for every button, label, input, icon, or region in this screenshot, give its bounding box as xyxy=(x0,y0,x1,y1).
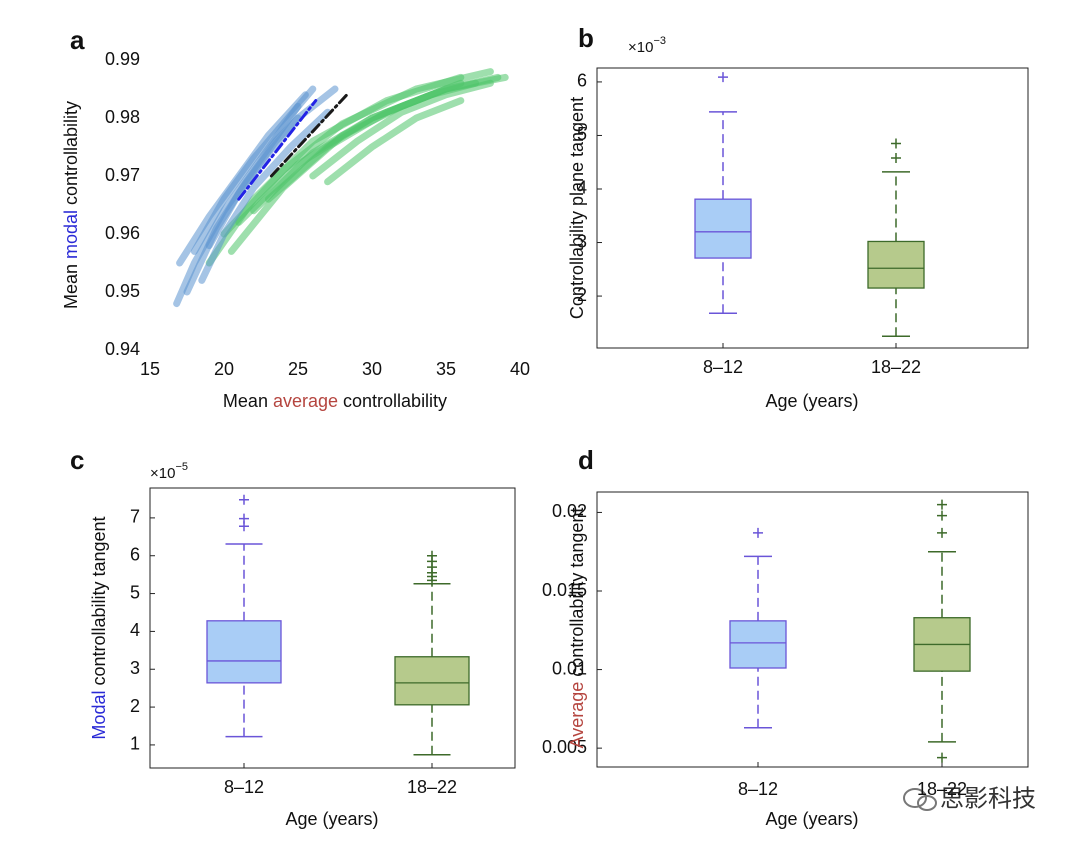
trajectory xyxy=(324,97,465,186)
x-axis-label: Age (years) xyxy=(285,809,378,829)
label-part: controllability xyxy=(89,581,109,685)
label-part: Controllability plane tangent xyxy=(567,97,587,319)
label-part: modal xyxy=(61,210,81,259)
axis-multiplier: ×10−5 xyxy=(150,461,188,482)
x-tick-label: 15 xyxy=(140,359,160,379)
box xyxy=(694,198,752,259)
label-part: Average xyxy=(567,682,587,749)
y-tick-label: 0.01 xyxy=(552,658,587,678)
box xyxy=(206,620,282,684)
x-tick-label: 35 xyxy=(436,359,456,379)
y-tick-label: 5 xyxy=(130,582,140,602)
y-tick-label: 4 xyxy=(130,620,140,640)
x-axis-label: Mean average controllability xyxy=(223,391,447,411)
outlier xyxy=(891,152,901,163)
multiplier-base: ×10 xyxy=(150,465,175,482)
y-tick-label: 0.005 xyxy=(542,737,587,757)
trend-line xyxy=(269,93,349,178)
y-axis-label: Controllability plane tangent xyxy=(567,97,587,319)
outlier xyxy=(937,527,947,538)
label-part: Mean xyxy=(223,391,268,411)
label-part: controllability xyxy=(61,101,81,205)
outlier xyxy=(427,550,437,561)
x-tick-label: 40 xyxy=(510,359,530,379)
outlier xyxy=(937,510,947,521)
x-tick-label: 25 xyxy=(288,359,308,379)
outlier xyxy=(718,72,728,83)
y-tick-label: 4 xyxy=(577,178,587,198)
box xyxy=(729,620,787,669)
outlier xyxy=(937,499,947,510)
multiplier-base: ×10 xyxy=(628,39,653,56)
y-tick-label: 0.96 xyxy=(105,223,140,243)
watermark: 思影科技 xyxy=(940,785,1036,812)
y-tick-label: 1 xyxy=(130,734,140,754)
label-part: Age (years) xyxy=(765,809,858,829)
x-tick-label: 8–12 xyxy=(703,357,743,377)
y-tick-label: 0.99 xyxy=(105,49,140,69)
x-tick-label: 18–22 xyxy=(407,777,457,797)
label-part: average xyxy=(273,391,338,411)
y-tick-label: 2 xyxy=(577,285,587,305)
x-axis-label: Age (years) xyxy=(765,391,858,411)
y-tick-label: 0.97 xyxy=(105,165,140,185)
axis-multiplier: ×10−3 xyxy=(628,35,666,56)
x-tick-label: 18–22 xyxy=(917,779,967,799)
y-axis-label: Average controllability tangent xyxy=(567,508,587,749)
x-tick-label: 30 xyxy=(362,359,382,379)
y-tick-label: 7 xyxy=(130,507,140,527)
outlier xyxy=(239,513,249,524)
label-part: Mean xyxy=(61,264,81,309)
x-tick-label: 8–12 xyxy=(224,777,264,797)
y-axis-label: Modal controllability tangent xyxy=(89,516,109,739)
y-tick-label: 2 xyxy=(130,696,140,716)
trajectory xyxy=(264,73,502,203)
watermark-icon xyxy=(903,788,937,811)
trajectory xyxy=(190,85,317,255)
x-tick-label: 20 xyxy=(214,359,234,379)
plot-frame xyxy=(149,487,516,769)
outlier xyxy=(239,494,249,505)
label-part: Modal xyxy=(89,691,109,740)
trajectory xyxy=(309,79,494,180)
x-tick-label: 8–12 xyxy=(738,779,778,799)
panel-label: d xyxy=(578,445,594,475)
y-tick-label: 0.94 xyxy=(105,339,140,359)
outlier xyxy=(937,752,947,763)
x-tick-label: 18–22 xyxy=(871,357,921,377)
panel-label: b xyxy=(578,23,594,53)
label-part: controllability xyxy=(567,573,587,677)
outlier xyxy=(891,138,901,149)
plot-frame xyxy=(596,67,1029,349)
trend-line xyxy=(237,99,318,201)
trajectory xyxy=(220,68,494,238)
multiplier-exponent: −5 xyxy=(175,461,188,473)
label-part: Age (years) xyxy=(765,391,858,411)
y-tick-label: 0.015 xyxy=(542,580,587,600)
box xyxy=(867,240,925,289)
panel-label: c xyxy=(70,445,84,475)
label-part: tangent xyxy=(89,516,109,576)
y-tick-label: 6 xyxy=(130,544,140,564)
label-part: controllability xyxy=(343,391,447,411)
y-tick-label: 0.95 xyxy=(105,281,140,301)
multiplier-exponent: −3 xyxy=(653,35,666,47)
panel-label: a xyxy=(70,25,85,55)
label-part: tangent xyxy=(567,508,587,568)
label-part: Age (years) xyxy=(285,809,378,829)
y-tick-label: 0.02 xyxy=(552,501,587,521)
y-tick-label: 5 xyxy=(577,124,587,144)
y-tick-label: 6 xyxy=(577,71,587,91)
box xyxy=(394,656,470,706)
trajectory xyxy=(198,108,332,284)
y-axis-label: Mean modal controllability xyxy=(61,101,81,309)
y-tick-label: 3 xyxy=(577,231,587,251)
x-axis-label: Age (years) xyxy=(765,809,858,829)
y-tick-label: 0.98 xyxy=(105,107,140,127)
outlier xyxy=(753,527,763,538)
y-tick-label: 3 xyxy=(130,658,140,678)
plot-frame xyxy=(596,491,1029,768)
